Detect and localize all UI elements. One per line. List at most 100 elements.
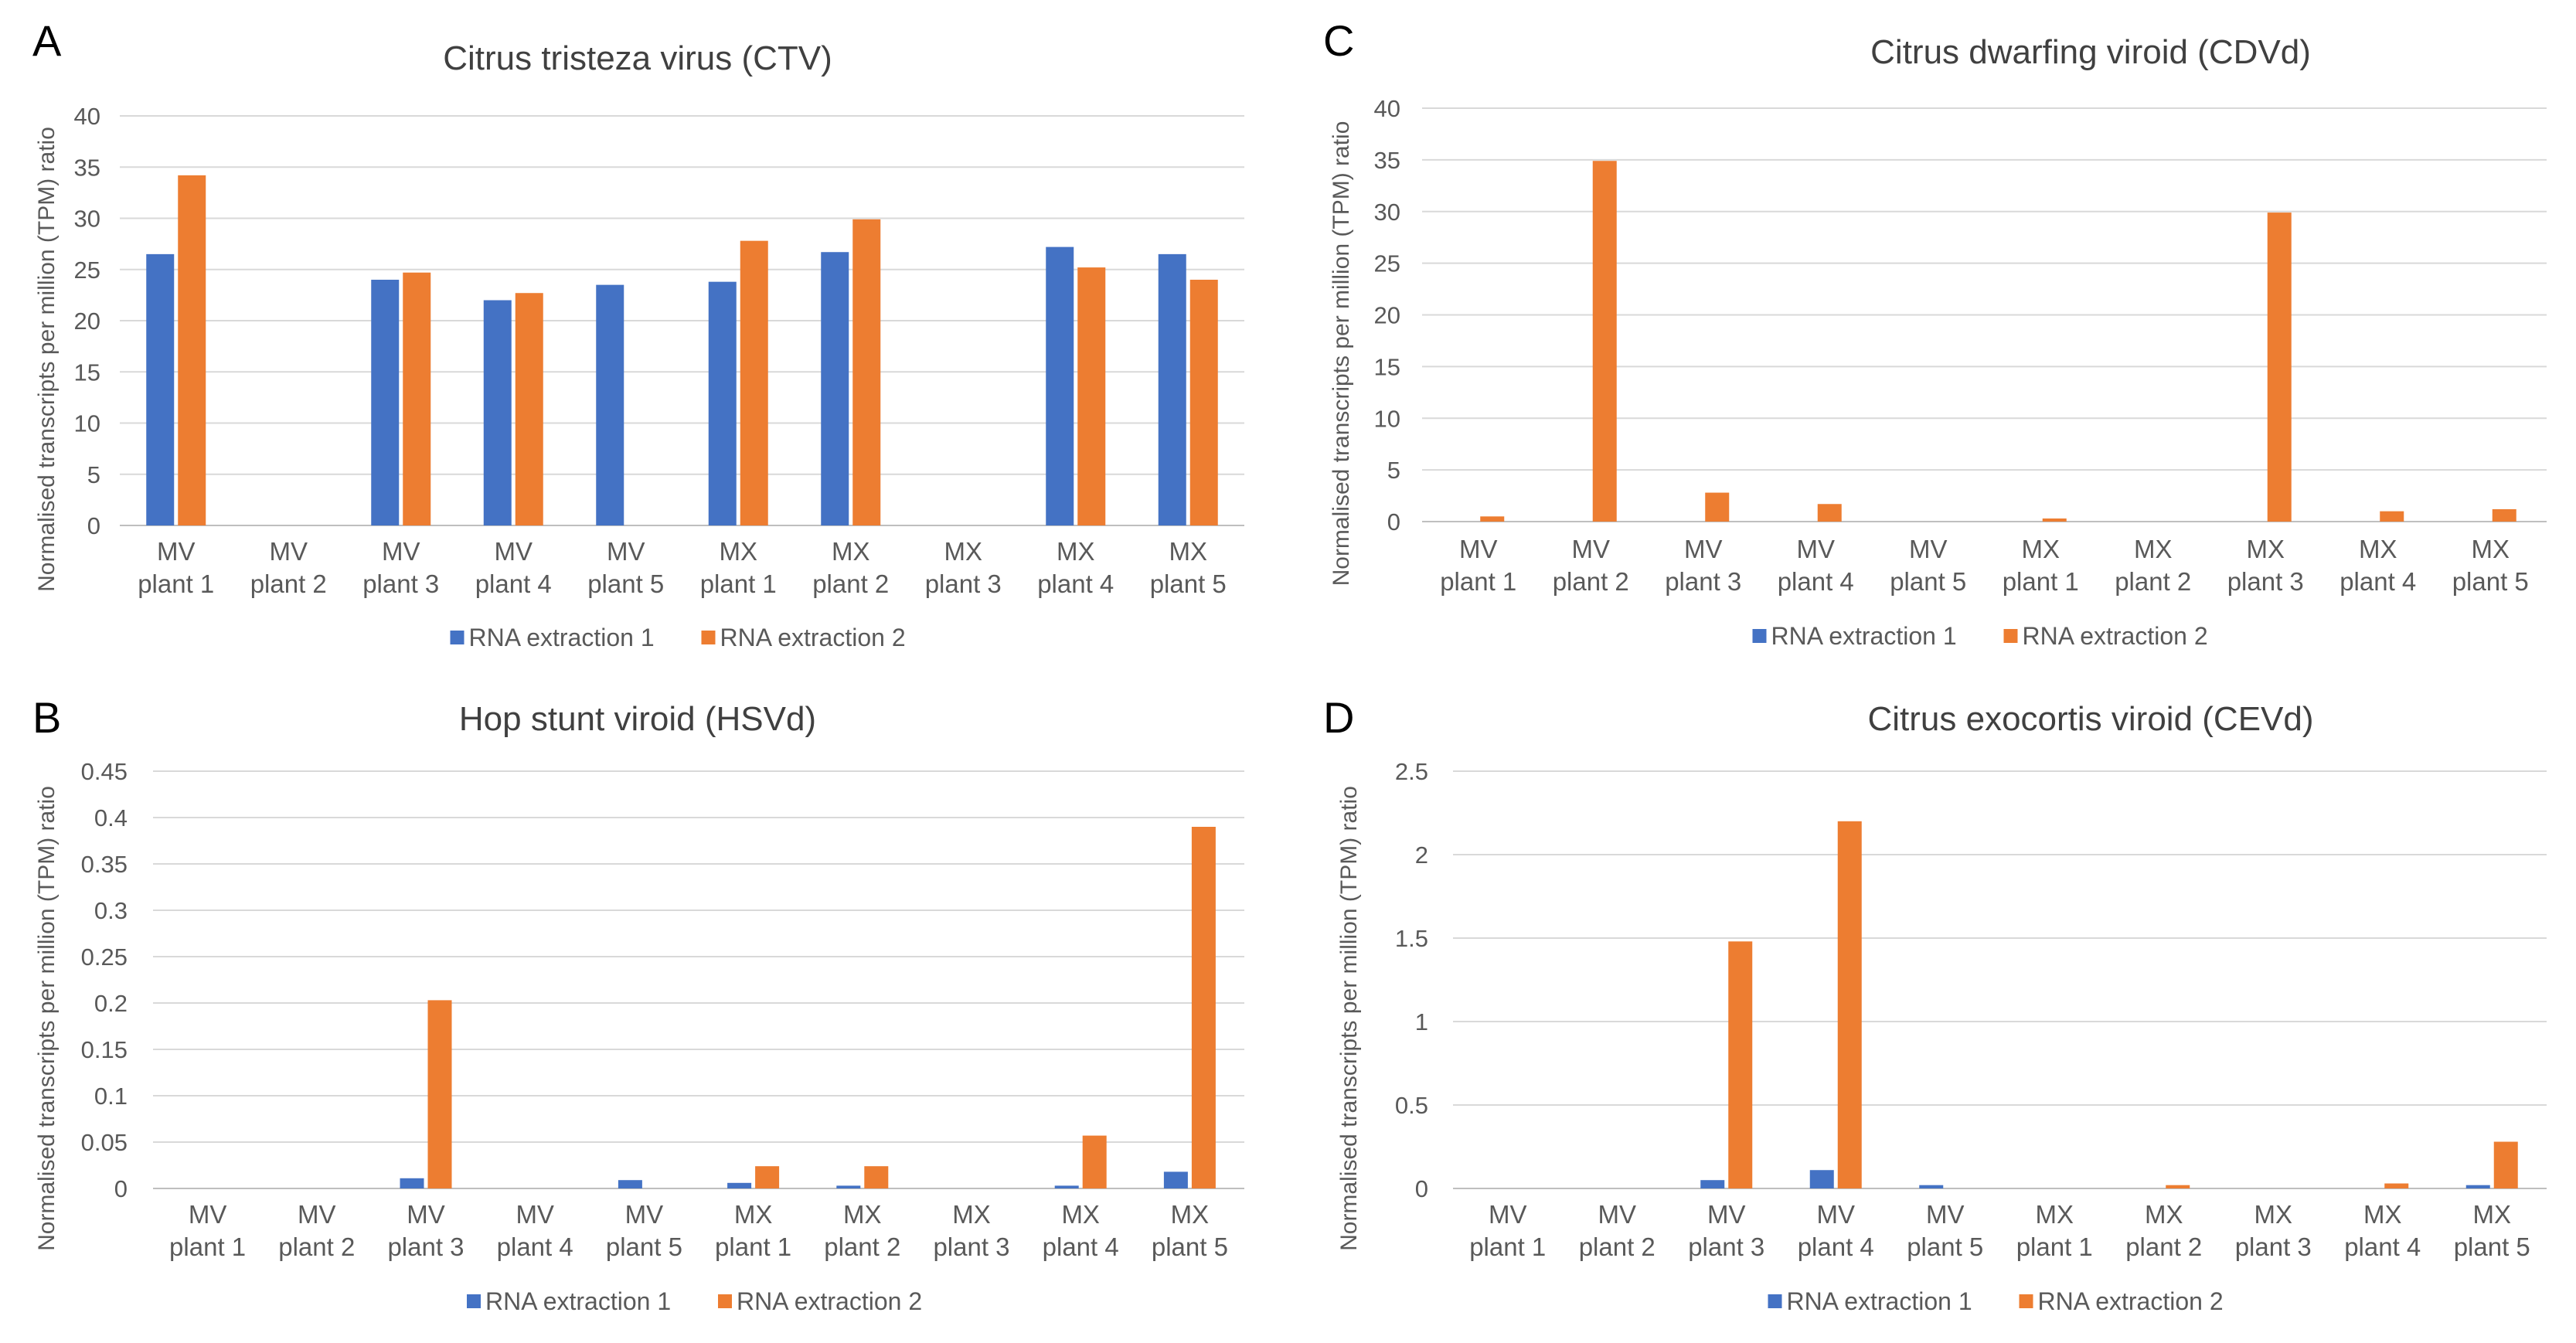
chart-d-legend-swatch (1768, 1294, 1782, 1308)
chart-a: A Citrus tristeza virus (CTV) 0 5 10 15 20 25 30… (32, 16, 1244, 651)
chart-a-bar-series-2 (403, 272, 431, 525)
chart-c-x-tick-label: plant 1 (2003, 567, 2079, 596)
chart-a-y-tick-label: 25 (74, 257, 100, 284)
chart-b-legend-swatch (718, 1294, 732, 1308)
chart-b-bar-series-1 (400, 1178, 424, 1188)
chart-d-y-tick-label: 2 (1415, 842, 1428, 869)
chart-d-x-tick-label: MV (1598, 1200, 1637, 1229)
chart-b-y-tick-label: 0.4 (94, 804, 128, 831)
chart-b-bar-series-2 (864, 1166, 889, 1188)
chart-a-bar-series-1 (1046, 246, 1074, 525)
chart-d-y-tick-label: 1 (1415, 1008, 1428, 1035)
chart-b-title: Hop stunt viroid (HSVd) (459, 700, 816, 738)
chart-a-x-tick-label: plant 3 (925, 570, 1002, 598)
chart-b-bar-series-1 (1163, 1171, 1188, 1188)
chart-d-x-tick-label: plant 1 (2016, 1232, 2093, 1261)
chart-b-x-tick-label: plant 2 (278, 1232, 355, 1261)
chart-d-x-tick-label: plant 2 (1579, 1232, 1656, 1261)
chart-b-x-tick-label: plant 3 (933, 1232, 1009, 1261)
chart-a-bar-series-2 (178, 175, 206, 525)
chart-a-x-tick-label: MV (382, 537, 420, 566)
chart-b-x-tick-label: plant 1 (169, 1232, 246, 1261)
chart-c-x-tick-label: MV (1459, 535, 1498, 563)
chart-b-y-tick-label: 0.15 (81, 1036, 128, 1063)
chart-d-x-tick-label: MX (2145, 1200, 2183, 1229)
chart-b-x-tick-label: MX (952, 1200, 991, 1229)
chart-d-bar-series-1 (1809, 1170, 1834, 1188)
chart-a-y-tick-label: 20 (74, 308, 100, 335)
chart-b-y-tick-label: 0.35 (81, 851, 128, 878)
chart-c-x-tick-label: plant 5 (1890, 567, 1966, 596)
chart-c-panel-letter: C (1323, 16, 1354, 65)
chart-c-y-tick-label: 10 (1374, 405, 1400, 432)
chart-d-bar-series-2 (1728, 941, 1753, 1188)
chart-c-x-tick-label: plant 2 (2115, 567, 2191, 596)
chart-d-legend-label: RNA extraction 2 (2038, 1287, 2224, 1315)
chart-c-x-tick-label: plant 5 (2452, 567, 2529, 596)
chart-b: B Hop stunt viroid (HSVd) 0 0.05 0.1 0.15 0.2 0… (32, 693, 1244, 1315)
chart-a-bar-series-1 (708, 281, 737, 525)
chart-b-bar-series-2 (427, 1000, 452, 1188)
chart-a-x-tick-label: plant 1 (138, 570, 214, 598)
chart-d-y-tick-label: 0.5 (1395, 1092, 1428, 1119)
chart-d-x-tick-label: MX (2363, 1200, 2402, 1229)
chart-d-y-tick-label: 2.5 (1395, 758, 1428, 785)
chart-c-y-tick-label: 30 (1374, 199, 1400, 226)
chart-b-legend-swatch (467, 1294, 481, 1308)
chart-a-legend-swatch (450, 631, 464, 644)
chart-c-x-tick-label: MV (1797, 535, 1836, 563)
chart-a-x-tick-label: plant 1 (700, 570, 777, 598)
chart-a-x-tick-label: MX (944, 537, 983, 566)
chart-b-x-tick-label: MV (407, 1200, 445, 1229)
chart-c-bar-series-2 (2042, 518, 2067, 522)
chart-b-legend-label: RNA extraction 1 (485, 1287, 671, 1315)
chart-a-x-tick-label: MX (1169, 537, 1208, 566)
chart-a-x-tick-label: plant 2 (250, 570, 327, 598)
chart-d-x-tick-label: MV (1926, 1200, 1965, 1229)
chart-a-y-tick-label: 15 (74, 359, 100, 386)
chart-c-y-tick-label: 25 (1374, 250, 1400, 277)
chart-c-x-tick-label: MX (2022, 535, 2060, 563)
chart-b-x-tick-label: plant 4 (497, 1232, 573, 1261)
chart-a-bar-series-2 (1077, 267, 1106, 525)
chart-a-bar-series-1 (596, 284, 624, 525)
chart-c-legend-label: RNA extraction 1 (1771, 622, 1957, 650)
chart-a-x-tick-label: MV (270, 537, 308, 566)
chart-b-bar-series-2 (1191, 827, 1216, 1188)
chart-c: C Citrus dwarfing viroid (CDVd) 0 5 10 15 20 25… (1323, 16, 2547, 650)
chart-c-bar-series-2 (2267, 212, 2292, 522)
chart-d-x-tick-label: plant 3 (2235, 1232, 2312, 1261)
chart-d-y-axis-title: Normalised transcripts per million (TPM)… (1336, 786, 1362, 1251)
chart-c-bar-series-2 (1480, 516, 1505, 522)
chart-c-y-tick-label: 20 (1374, 302, 1400, 329)
chart-a-y-tick-label: 10 (74, 410, 100, 437)
chart-a-x-tick-label: MX (720, 537, 758, 566)
chart-a-x-tick-label: MV (157, 537, 196, 566)
chart-a-legend-swatch (701, 631, 716, 644)
chart-d-panel-letter: D (1323, 693, 1354, 742)
chart-b-x-tick-label: plant 5 (606, 1232, 682, 1261)
chart-c-y-tick-label: 40 (1374, 95, 1400, 122)
chart-a-x-tick-label: MX (1057, 537, 1095, 566)
chart-c-y-axis-title: Normalised transcripts per million (TPM)… (1329, 121, 1354, 586)
chart-a-bar-series-1 (146, 253, 175, 525)
chart-d-x-tick-label: plant 5 (2454, 1232, 2530, 1261)
chart-c-x-tick-label: plant 2 (1553, 567, 1629, 596)
chart-c-x-tick-label: MX (2134, 535, 2173, 563)
chart-b-x-tick-label: MX (1061, 1200, 1100, 1229)
chart-a-x-tick-label: MX (832, 537, 870, 566)
chart-a-bar-series-2 (740, 240, 768, 525)
chart-d-bar-series-1 (1919, 1185, 1944, 1188)
chart-b-x-tick-label: plant 3 (387, 1232, 464, 1261)
chart-b-x-tick-label: MX (843, 1200, 882, 1229)
chart-b-x-tick-label: plant 2 (824, 1232, 900, 1261)
chart-c-legend-swatch (2003, 629, 2018, 643)
chart-b-bar-series-2 (1082, 1135, 1107, 1188)
chart-c-bar-series-2 (1817, 504, 1842, 522)
chart-d-x-tick-label: MV (1489, 1200, 1527, 1229)
chart-d-y-tick-label: 0 (1415, 1175, 1428, 1202)
chart-d-bar-series-2 (2493, 1141, 2518, 1188)
chart-a-x-tick-label: MV (495, 537, 533, 566)
chart-d-x-tick-label: MV (1817, 1200, 1856, 1229)
chart-c-x-tick-label: plant 4 (1778, 567, 1854, 596)
